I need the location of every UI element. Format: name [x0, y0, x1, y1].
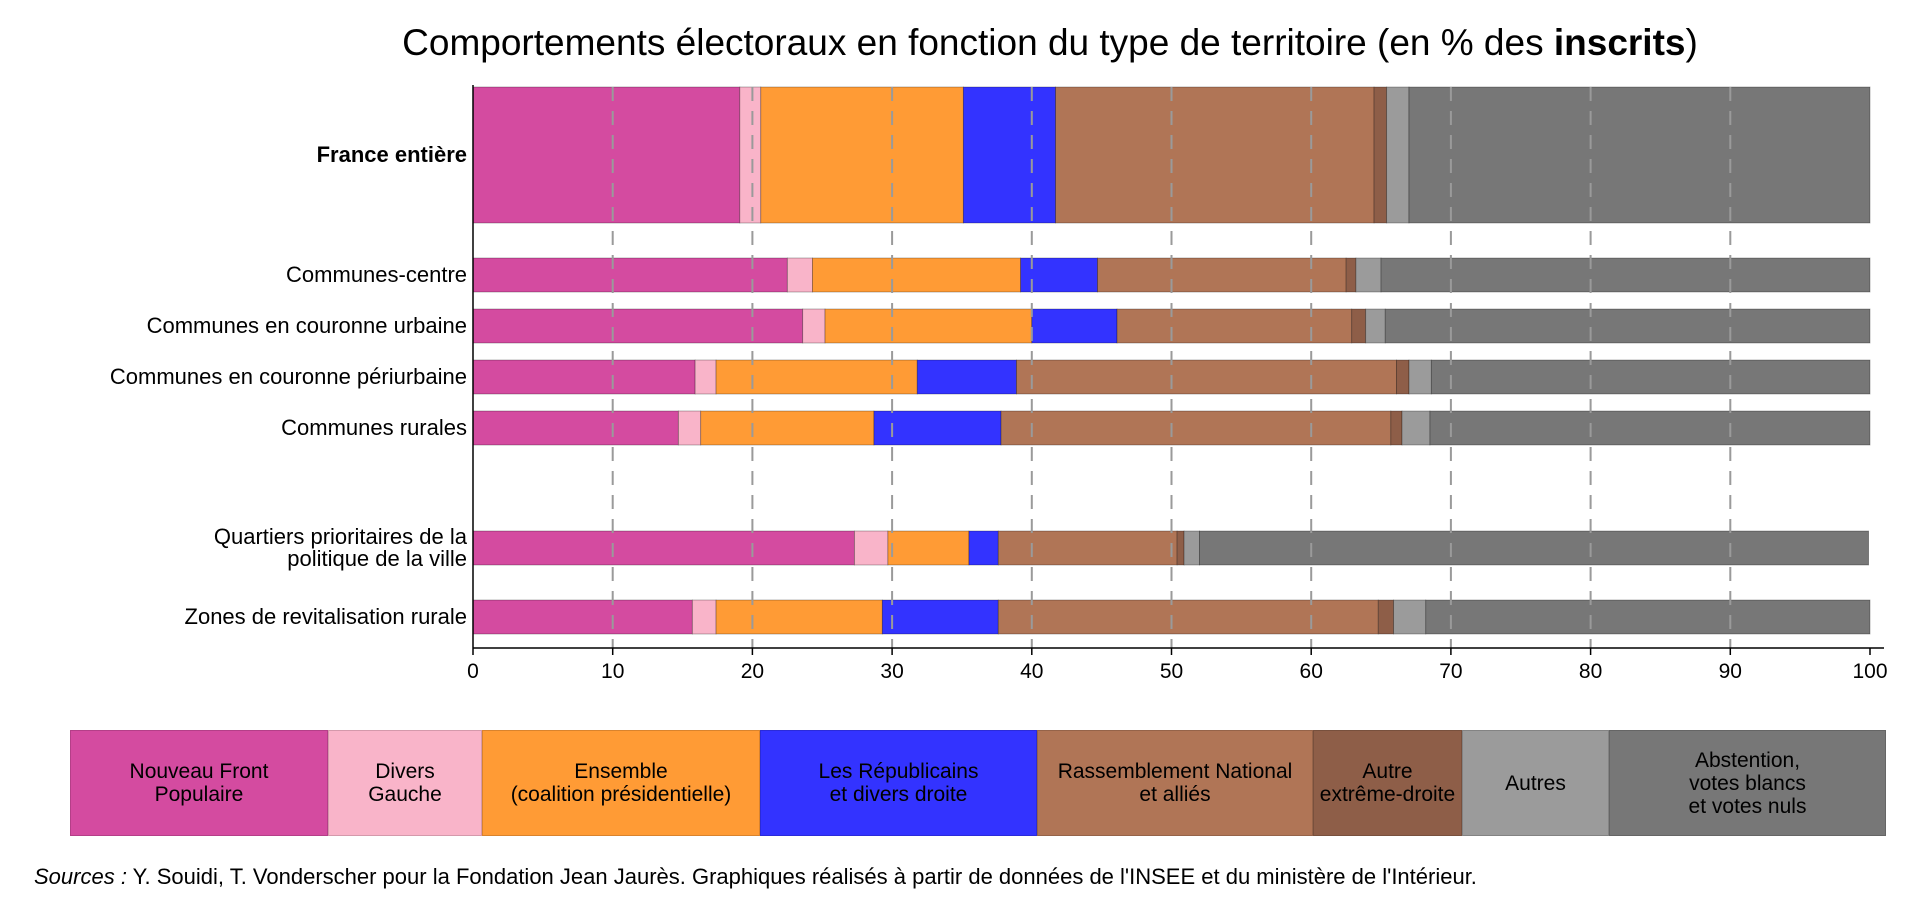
category-label: Communes en couronne périurbaine — [110, 364, 467, 389]
bar-segment — [1020, 257, 1098, 293]
bar-segment — [1345, 257, 1357, 293]
bar-segment — [472, 308, 804, 344]
bar-segment — [1401, 410, 1431, 446]
bar-segment — [812, 257, 1022, 293]
bar-segment — [1380, 257, 1871, 293]
bar-segment — [1408, 86, 1871, 224]
legend-item: Les Républicains et divers droite — [760, 730, 1037, 836]
x-tick-label: 80 — [1579, 660, 1602, 683]
bar-segment — [1384, 308, 1871, 344]
bar-segment — [691, 599, 717, 635]
category-label: Communes en couronne urbaine — [147, 313, 467, 338]
bar-segment — [760, 86, 964, 224]
bar-segment — [1365, 308, 1386, 344]
bar-segment — [1377, 599, 1395, 635]
bar-segment — [472, 359, 696, 395]
bar-segment — [1116, 308, 1353, 344]
x-tick-label: 90 — [1719, 660, 1742, 683]
bar-segment — [700, 410, 875, 446]
x-tick-label: 70 — [1439, 660, 1462, 683]
legend-item: Abstention, votes blancs et votes nuls — [1609, 730, 1886, 836]
bar-segment — [472, 410, 679, 446]
x-tick-label: 50 — [1160, 660, 1183, 683]
bar-segment — [873, 410, 1002, 446]
x-tick-label: 0 — [467, 660, 479, 683]
bar-segment — [1393, 599, 1427, 635]
bar-segment — [1016, 359, 1397, 395]
bar-segment — [739, 86, 762, 224]
bar-segment — [472, 599, 693, 635]
legend-item: Divers Gauche — [328, 730, 482, 836]
x-tick-label: 40 — [1020, 660, 1043, 683]
bar-segment — [715, 359, 918, 395]
bar-segment — [1425, 599, 1871, 635]
x-tick-label: 100 — [1852, 660, 1887, 683]
x-tick-label: 60 — [1300, 660, 1323, 683]
chart-title: Comportements électoraux en fonction du … — [402, 22, 1698, 63]
bar-segment — [1351, 308, 1367, 344]
category-label: Quartiers prioritaires de la politique de… — [214, 524, 468, 571]
x-tick-label: 10 — [601, 660, 624, 683]
category-label: Communes rurales — [281, 415, 467, 440]
legend-item: Rassemblement National et alliés — [1037, 730, 1313, 836]
bar-segment — [1373, 86, 1388, 224]
bar-segment — [1396, 359, 1410, 395]
legend-item: Autre extrême-droite — [1313, 730, 1462, 836]
bar-segment — [916, 359, 1017, 395]
bar-segment — [853, 530, 889, 566]
bar-segment — [1408, 359, 1432, 395]
legend: Nouveau Front Populaire Divers Gauche Ense… — [70, 730, 1886, 836]
bar-segment — [968, 530, 999, 566]
bar-segment — [887, 530, 970, 566]
bar-segment — [1097, 257, 1347, 293]
bar-segment — [1055, 86, 1375, 224]
bar-segment — [1429, 410, 1871, 446]
bar-segment — [881, 599, 999, 635]
bar-segment — [472, 530, 855, 566]
sources-note: Sources : Y. Souidi, T. Vonderscher pour… — [34, 864, 1477, 889]
bar-segment — [962, 86, 1056, 224]
bar-segment — [1176, 530, 1185, 566]
x-tick-label: 20 — [741, 660, 764, 683]
bar-segment — [1430, 359, 1871, 395]
bar-segment — [1031, 308, 1118, 344]
bar-segment — [677, 410, 702, 446]
bar-segment — [786, 257, 813, 293]
bar-segment — [997, 599, 1379, 635]
x-tick-label: 30 — [880, 660, 903, 683]
bar-segment — [715, 599, 883, 635]
bar-segment — [1386, 86, 1410, 224]
bar-segment — [1355, 257, 1382, 293]
bar-segment — [472, 86, 741, 224]
legend-item: Autres — [1462, 730, 1609, 836]
bar-segment — [997, 530, 1178, 566]
bar-segment — [694, 359, 717, 395]
legend-item: Ensemble (coalition présidentielle) — [482, 730, 760, 836]
category-label: Communes-centre — [286, 262, 467, 287]
category-label: Zones de revitalisation rurale — [185, 604, 467, 629]
bar-segment — [1390, 410, 1403, 446]
legend-item: Nouveau Front Populaire — [70, 730, 328, 836]
category-label: France entière — [317, 142, 467, 167]
bar-segment — [802, 308, 826, 344]
bar-segment — [472, 257, 788, 293]
bar-segment — [824, 308, 1033, 344]
bar-segment — [1000, 410, 1392, 446]
bar-segment — [1183, 530, 1200, 566]
bar-segment — [1199, 530, 1870, 566]
